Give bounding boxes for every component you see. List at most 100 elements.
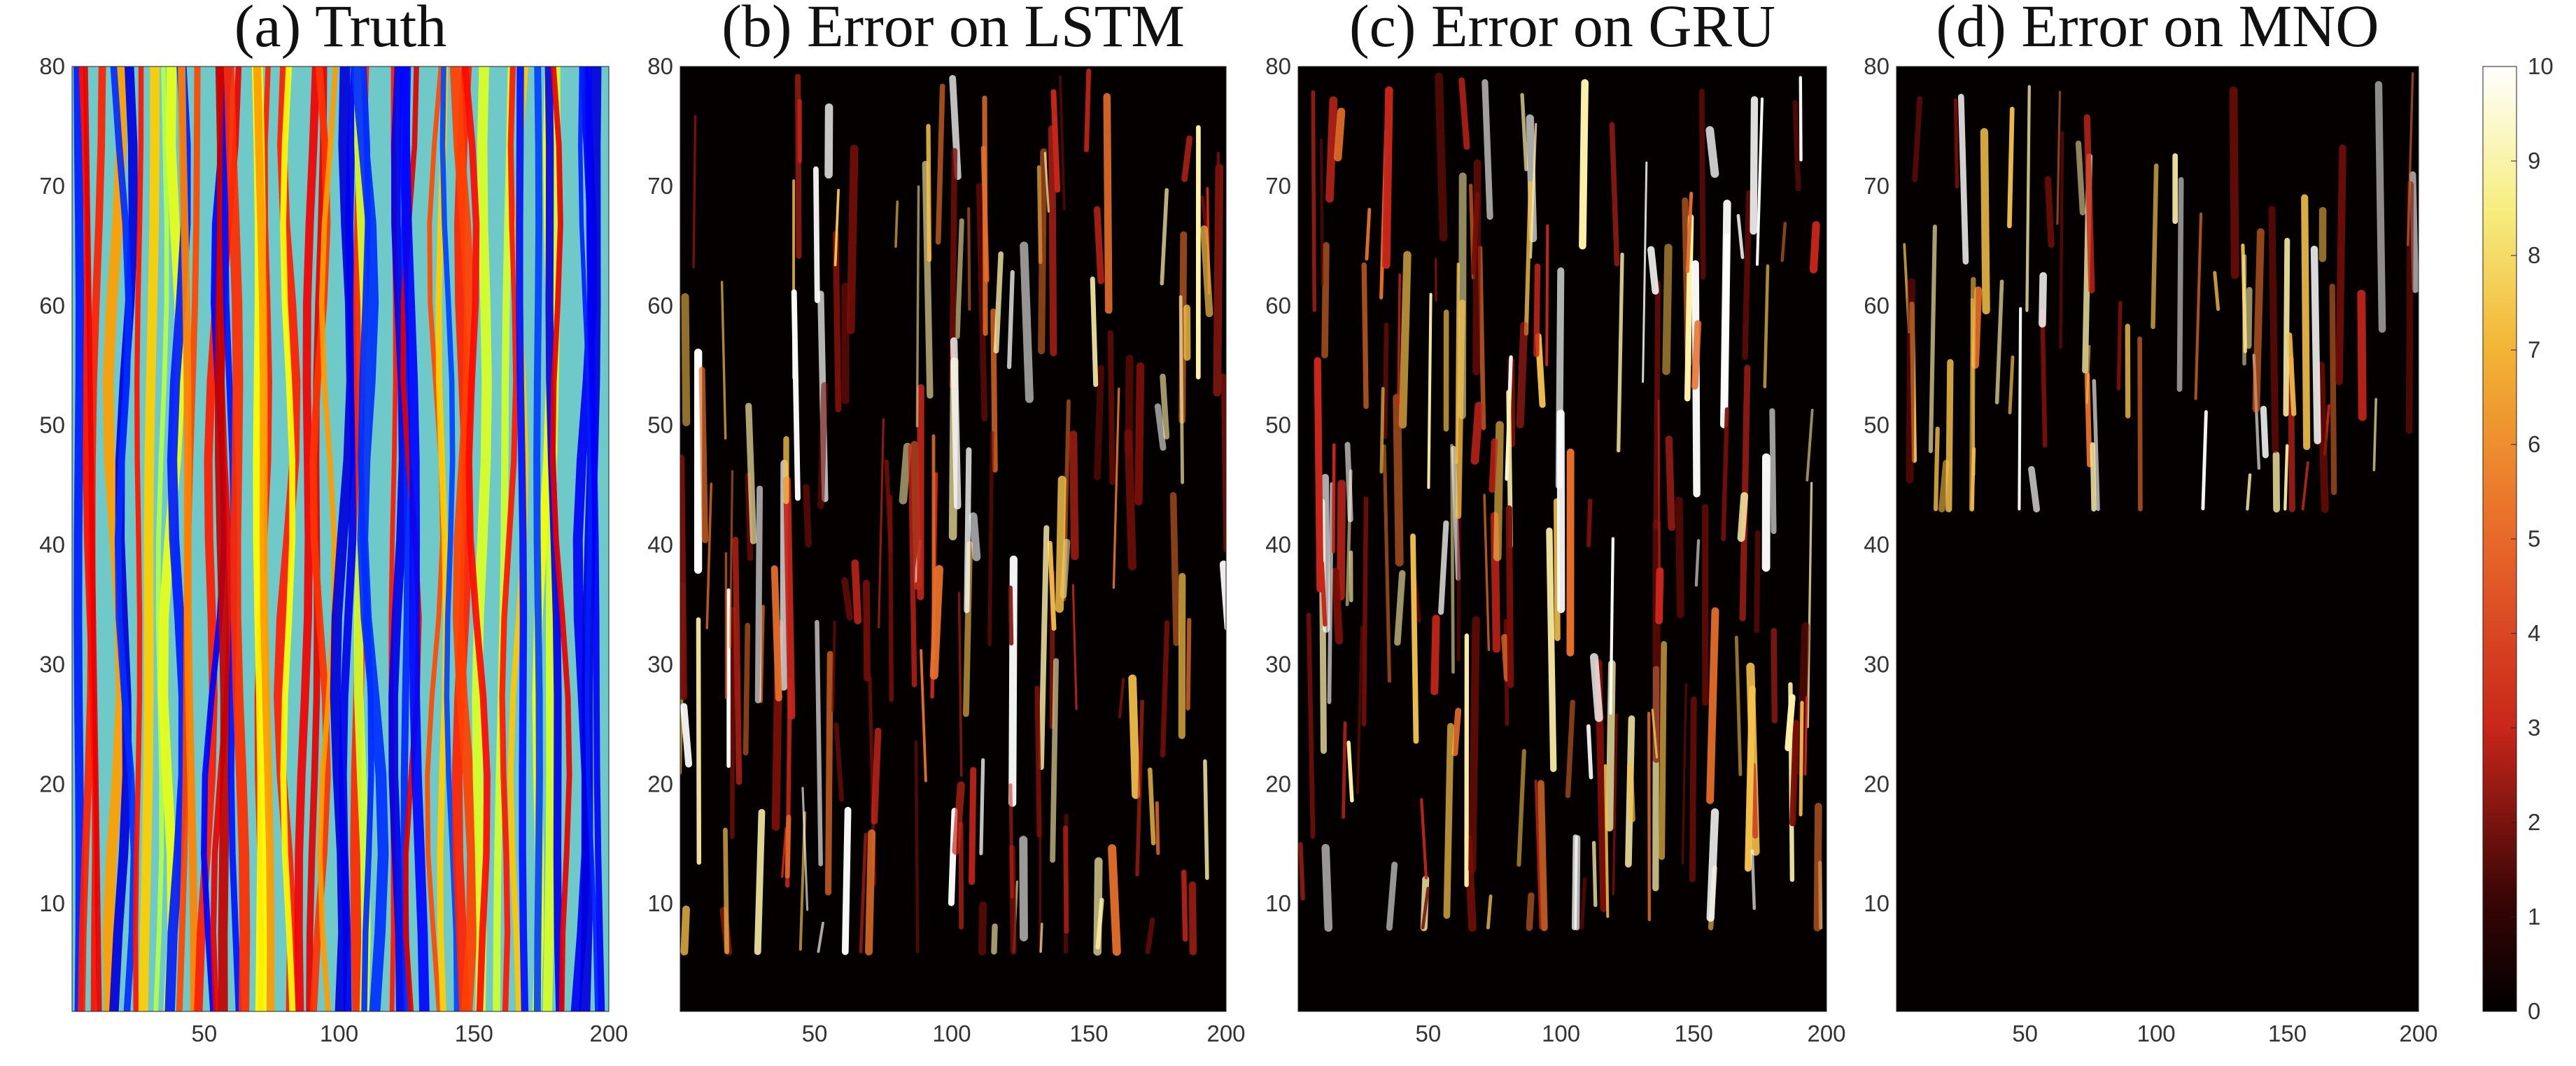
error-streak xyxy=(920,649,927,783)
error-streak xyxy=(1579,877,1587,930)
error-streak xyxy=(1780,222,1787,262)
error-streak xyxy=(969,766,977,885)
x-tick-label: 150 xyxy=(1069,1021,1108,1046)
error-streak xyxy=(976,183,988,421)
y-tick-label: 40 xyxy=(647,532,673,558)
error-streak xyxy=(1486,895,1493,930)
error-streak xyxy=(1420,798,1428,880)
error-streak xyxy=(692,115,697,269)
error-streak xyxy=(1382,322,1389,440)
error-streak xyxy=(1659,640,1668,860)
error-streak xyxy=(1523,181,1533,336)
error-streak xyxy=(730,607,736,839)
error-streak xyxy=(1118,678,1125,719)
error-streak xyxy=(1203,759,1209,881)
error-streak xyxy=(2242,254,2247,366)
error-streak xyxy=(1038,148,1048,355)
y-tick-label: 80 xyxy=(39,53,65,79)
error-streak xyxy=(1534,780,1542,930)
error-streak xyxy=(1342,721,1347,819)
error-streak xyxy=(2176,177,2184,392)
error-streak xyxy=(1694,539,1701,587)
y-tick-label: 10 xyxy=(39,890,65,916)
error-streak xyxy=(745,402,757,545)
error-streak xyxy=(1586,498,1593,547)
error-streak xyxy=(1107,330,1115,485)
error-streak xyxy=(2301,461,2309,511)
heatmap-streak xyxy=(83,66,102,1011)
heatmap-field xyxy=(680,68,1226,956)
heatmap-field xyxy=(1903,72,2419,513)
error-streak xyxy=(2083,114,2095,294)
error-streak xyxy=(1488,438,1498,493)
heatmap-streak xyxy=(549,66,572,1011)
error-streak xyxy=(2116,301,2123,391)
plot-frame xyxy=(680,66,1227,1012)
y-tick-label: 30 xyxy=(1265,651,1291,677)
panel-title: (b) Error on LSTM xyxy=(722,0,1185,59)
error-streak xyxy=(1721,407,1730,542)
error-streak xyxy=(969,512,981,561)
error-streak xyxy=(1438,520,1449,615)
error-streak xyxy=(1356,626,1363,794)
error-streak xyxy=(2245,286,2253,349)
error-streak xyxy=(1653,280,1661,530)
error-streak xyxy=(1215,151,1220,344)
panel-1: (a) Truth 50 100 150 200 10 20 30 40 50 60 70 80 xyxy=(39,0,628,1046)
y-tick-label: 20 xyxy=(647,771,673,797)
error-streak xyxy=(1178,295,1184,484)
error-streak xyxy=(1333,107,1346,162)
error-streak xyxy=(2025,85,2031,312)
heatmap-streak xyxy=(280,66,296,1011)
y-tick-label: 30 xyxy=(1864,651,1889,677)
x-tick-label: 150 xyxy=(455,1021,493,1046)
error-streak xyxy=(1809,221,1820,274)
error-streak xyxy=(1906,278,1915,484)
error-streak xyxy=(1804,696,1808,776)
error-streak xyxy=(2405,181,2414,435)
error-streak xyxy=(1685,192,1694,273)
error-streak xyxy=(1691,320,1702,390)
error-streak xyxy=(1505,505,1514,689)
error-streak xyxy=(2151,163,2159,330)
error-streak xyxy=(2329,283,2337,496)
error-streak xyxy=(1792,99,1801,192)
x-tick-label: 200 xyxy=(1807,1021,1845,1046)
error-streak xyxy=(1430,615,1440,696)
error-streak xyxy=(1200,225,1213,318)
error-streak xyxy=(1332,443,1336,554)
error-streak xyxy=(1043,152,1050,213)
error-streak xyxy=(2268,206,2279,454)
error-streak xyxy=(1589,653,1603,722)
error-streak xyxy=(1609,122,1620,267)
error-streak xyxy=(1058,75,1066,211)
error-streak xyxy=(1361,496,1369,727)
error-streak xyxy=(1365,208,1372,261)
colorbar-tick-label: 10 xyxy=(2528,53,2554,79)
error-streak xyxy=(979,758,985,855)
x-tick-label: 100 xyxy=(320,1021,358,1046)
y-tick-label: 70 xyxy=(39,173,65,199)
error-streak xyxy=(1435,72,1448,241)
error-streak xyxy=(2201,410,2208,511)
error-streak xyxy=(781,827,787,878)
error-streak xyxy=(914,740,920,953)
error-streak xyxy=(1084,68,1092,153)
error-streak xyxy=(950,337,962,510)
error-streak xyxy=(1736,213,1745,260)
error-streak xyxy=(1321,843,1333,932)
error-streak xyxy=(990,308,998,473)
error-streak xyxy=(1655,567,1664,625)
error-streak xyxy=(1382,86,1393,269)
heatmap-streak xyxy=(472,66,492,1011)
error-streak xyxy=(1742,190,1752,360)
y-tick-label: 60 xyxy=(1265,293,1291,318)
error-streak xyxy=(1181,135,1192,182)
error-streak xyxy=(705,482,713,630)
error-streak xyxy=(2040,309,2048,448)
error-streak xyxy=(2056,90,2062,225)
error-streak xyxy=(1314,357,1324,593)
error-streak xyxy=(681,293,691,426)
error-streak xyxy=(2075,140,2085,216)
y-tick-label: 60 xyxy=(647,293,673,318)
